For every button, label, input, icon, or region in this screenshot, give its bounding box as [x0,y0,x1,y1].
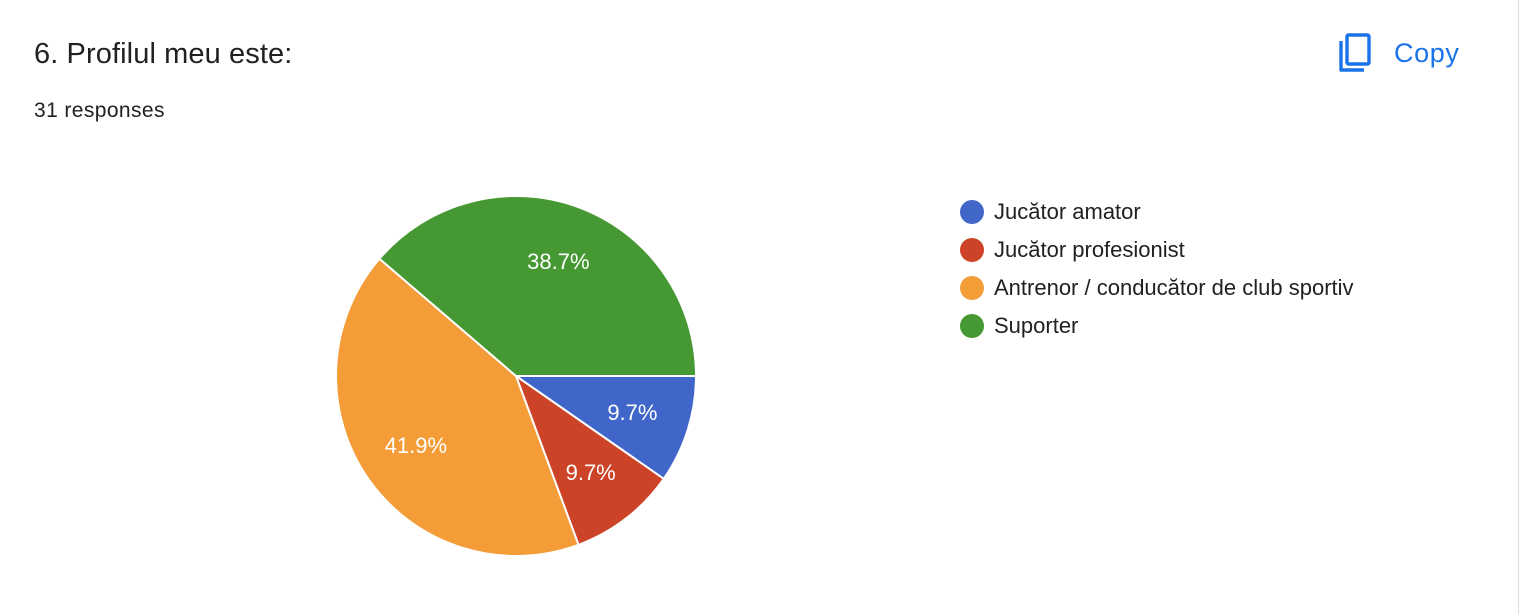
pie-slice-1[interactable] [512,375,698,481]
slice-percent-label-1: 9.7% [607,400,657,425]
legend-label: Jucător amator [994,199,1141,224]
legend-item-4[interactable]: Suporter [960,307,1354,345]
slice-percent-label-2: 9.7% [566,460,616,485]
pie-chart: 9.7% 9.7% 41.9% 38.7% [335,195,698,557]
copy-label: Copy [1394,37,1460,68]
legend-item-2[interactable]: Jucător profesionist [960,231,1354,269]
legend-item-3[interactable]: Antrenor / conducător de club sportiv [960,269,1354,307]
legend-label: Antrenor / conducător de club sportiv [994,275,1354,300]
chart-legend: Jucător amator Jucător profesionist Antren… [960,193,1354,345]
question-title: 6. Profilul meu este: [34,38,293,70]
legend-swatch [960,238,984,262]
legend-item-1[interactable]: Jucător amator [960,193,1354,231]
response-count: 31 responses [34,99,165,122]
copy-button[interactable]: Copy [1326,26,1471,80]
legend-swatch [960,276,984,300]
copy-icon [1339,33,1371,72]
slice-percent-label-4: 38.7% [527,249,589,274]
pie-slice-2[interactable] [513,373,666,547]
legend-label: Jucător profesionist [994,237,1185,262]
legend-label: Suporter [994,313,1079,338]
slice-percent-label-3: 41.9% [385,433,447,458]
pie-slice-3[interactable] [335,257,580,557]
pie-slice-4[interactable] [378,195,698,377]
legend-swatch [960,314,984,338]
legend-swatch [960,200,984,224]
